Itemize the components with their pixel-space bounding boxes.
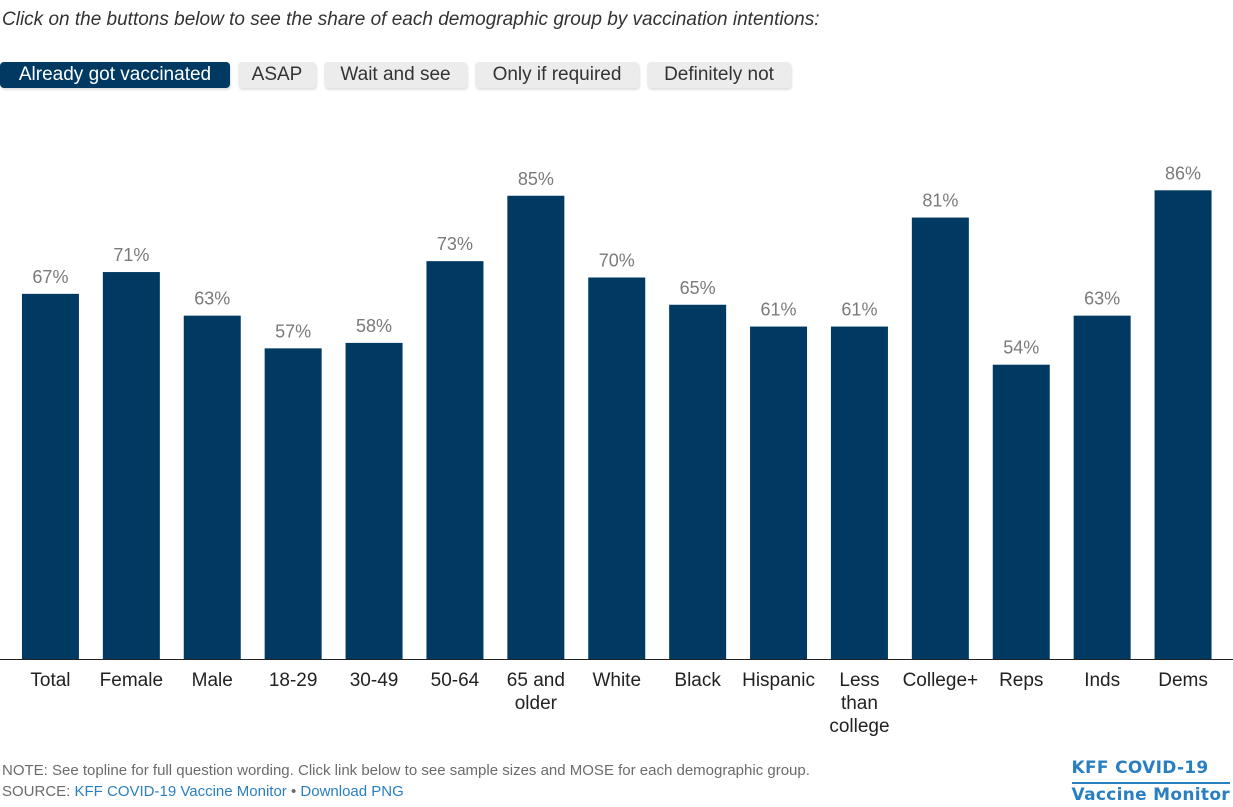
category-label: 50-64 [431,670,480,691]
bar[interactable] [750,326,808,659]
category-label: White [592,670,641,691]
brand-line-1: KFF COVID-19 [1071,758,1209,778]
source-line: SOURCE: KFF COVID-19 Vaccine Monitor • D… [2,783,404,800]
bar[interactable] [426,261,484,659]
category-label: 65 and older [507,670,565,714]
kff-logo: KFF COVID-19 Vaccine Monitor [1071,757,1230,807]
wait-and-see-button[interactable]: Wait and see [324,62,467,88]
source-link[interactable]: KFF COVID-19 Vaccine Monitor [74,783,287,800]
category-label: 18-29 [269,670,318,691]
value-label: 54% [1003,338,1039,358]
bar[interactable] [1073,315,1131,659]
bar[interactable] [1154,190,1212,660]
bar[interactable] [830,326,888,659]
category-label: Black [674,670,721,691]
value-label: 61% [841,300,877,320]
value-label: 70% [599,251,635,271]
value-label: 63% [1084,289,1120,309]
already-vaccinated-button[interactable]: Already got vaccinated [0,62,230,88]
category-label: Hispanic [742,670,815,691]
value-label: 67% [32,267,68,287]
category-label: Female [100,670,163,691]
bar[interactable] [183,315,241,659]
category-label: Dems [1158,670,1208,691]
definitely-not-button[interactable]: Definitely not [647,62,791,88]
value-label: 71% [113,245,149,265]
value-label: 63% [194,289,230,309]
source-prefix: SOURCE: [2,783,75,800]
bar[interactable] [992,364,1050,659]
value-label: 85% [518,169,554,189]
bar[interactable] [911,217,969,660]
bar[interactable] [102,272,160,659]
value-label: 65% [680,278,716,298]
value-label: 61% [761,300,797,320]
only-if-required-button[interactable]: Only if required [475,62,639,88]
chart-prompt: Click on the buttons below to see the sh… [2,9,820,30]
category-label: Inds [1084,670,1120,691]
category-label: Male [192,670,233,691]
value-label: 81% [922,191,958,211]
download-png-link[interactable]: Download PNG [300,783,404,800]
value-label: 86% [1165,163,1201,183]
separator: • [286,783,301,800]
asap-button[interactable]: ASAP [238,62,316,88]
category-label: 30-49 [350,670,399,691]
category-label: Less than college [829,670,889,737]
footnote: NOTE: See topline for full question word… [2,762,810,779]
value-label: 73% [437,234,473,254]
bar[interactable] [588,277,646,660]
bar[interactable] [264,348,322,659]
bar[interactable] [345,342,403,659]
bar[interactable] [507,195,565,659]
bar-chart: 67% Total 71% Female 63% Male 57% 18-29 58% 30-49… [0,163,1233,737]
category-label: Total [30,670,70,691]
category-label: College+ [903,670,979,691]
bar[interactable] [669,304,727,659]
bar[interactable] [21,293,79,659]
brand-line-2: Vaccine Monitor [1071,782,1230,807]
value-label: 57% [275,321,311,341]
category-label: Reps [999,670,1043,691]
value-label: 58% [356,316,392,336]
